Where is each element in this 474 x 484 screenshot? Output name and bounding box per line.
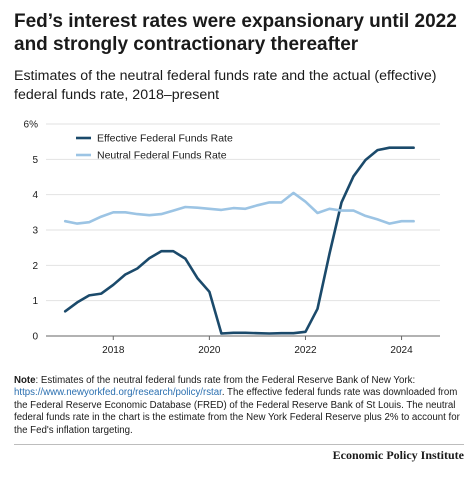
legend-label: Effective Federal Funds Rate [97, 133, 233, 145]
y-tick-label: 3 [32, 226, 38, 237]
y-tick-label: 5 [32, 155, 38, 166]
x-tick-label: 2018 [102, 345, 125, 356]
x-tick-label: 2024 [390, 345, 413, 356]
chart-note: Note: Estimates of the neutral federal f… [14, 375, 464, 437]
legend-label: Neutral Federal Funds Rate [97, 150, 227, 162]
x-tick-label: 2020 [198, 345, 221, 356]
chart-subtitle: Estimates of the neutral federal funds r… [14, 68, 437, 103]
series-line-neutral-rate [63, 191, 415, 225]
y-tick-label: 6% [24, 120, 39, 131]
footer-divider [14, 444, 464, 445]
line-chart: 0 1 2 3 4 5 6% 2018 2020 2022 2024 Effective Federa… [24, 120, 440, 356]
note-text-after-link: . The effective federal funds rate was d… [14, 387, 460, 436]
note-text-before-link: : Estimates of the neutral federal funds… [35, 375, 416, 386]
note-label: Note [14, 375, 36, 386]
y-tick-label: 2 [32, 261, 38, 272]
y-tick-label: 0 [32, 332, 38, 343]
note-source-link[interactable]: https://www.newyorkfed.org/research/poli… [14, 387, 222, 399]
x-tick-label: 2022 [294, 345, 317, 356]
brand-logo-text: Economic Policy Institute [332, 448, 464, 462]
chart-title: Fed’s interest rates were expansionary u… [14, 11, 457, 55]
series-line-effective-rate [63, 146, 415, 335]
y-tick-label: 4 [32, 190, 38, 201]
y-tick-label: 1 [32, 296, 38, 307]
